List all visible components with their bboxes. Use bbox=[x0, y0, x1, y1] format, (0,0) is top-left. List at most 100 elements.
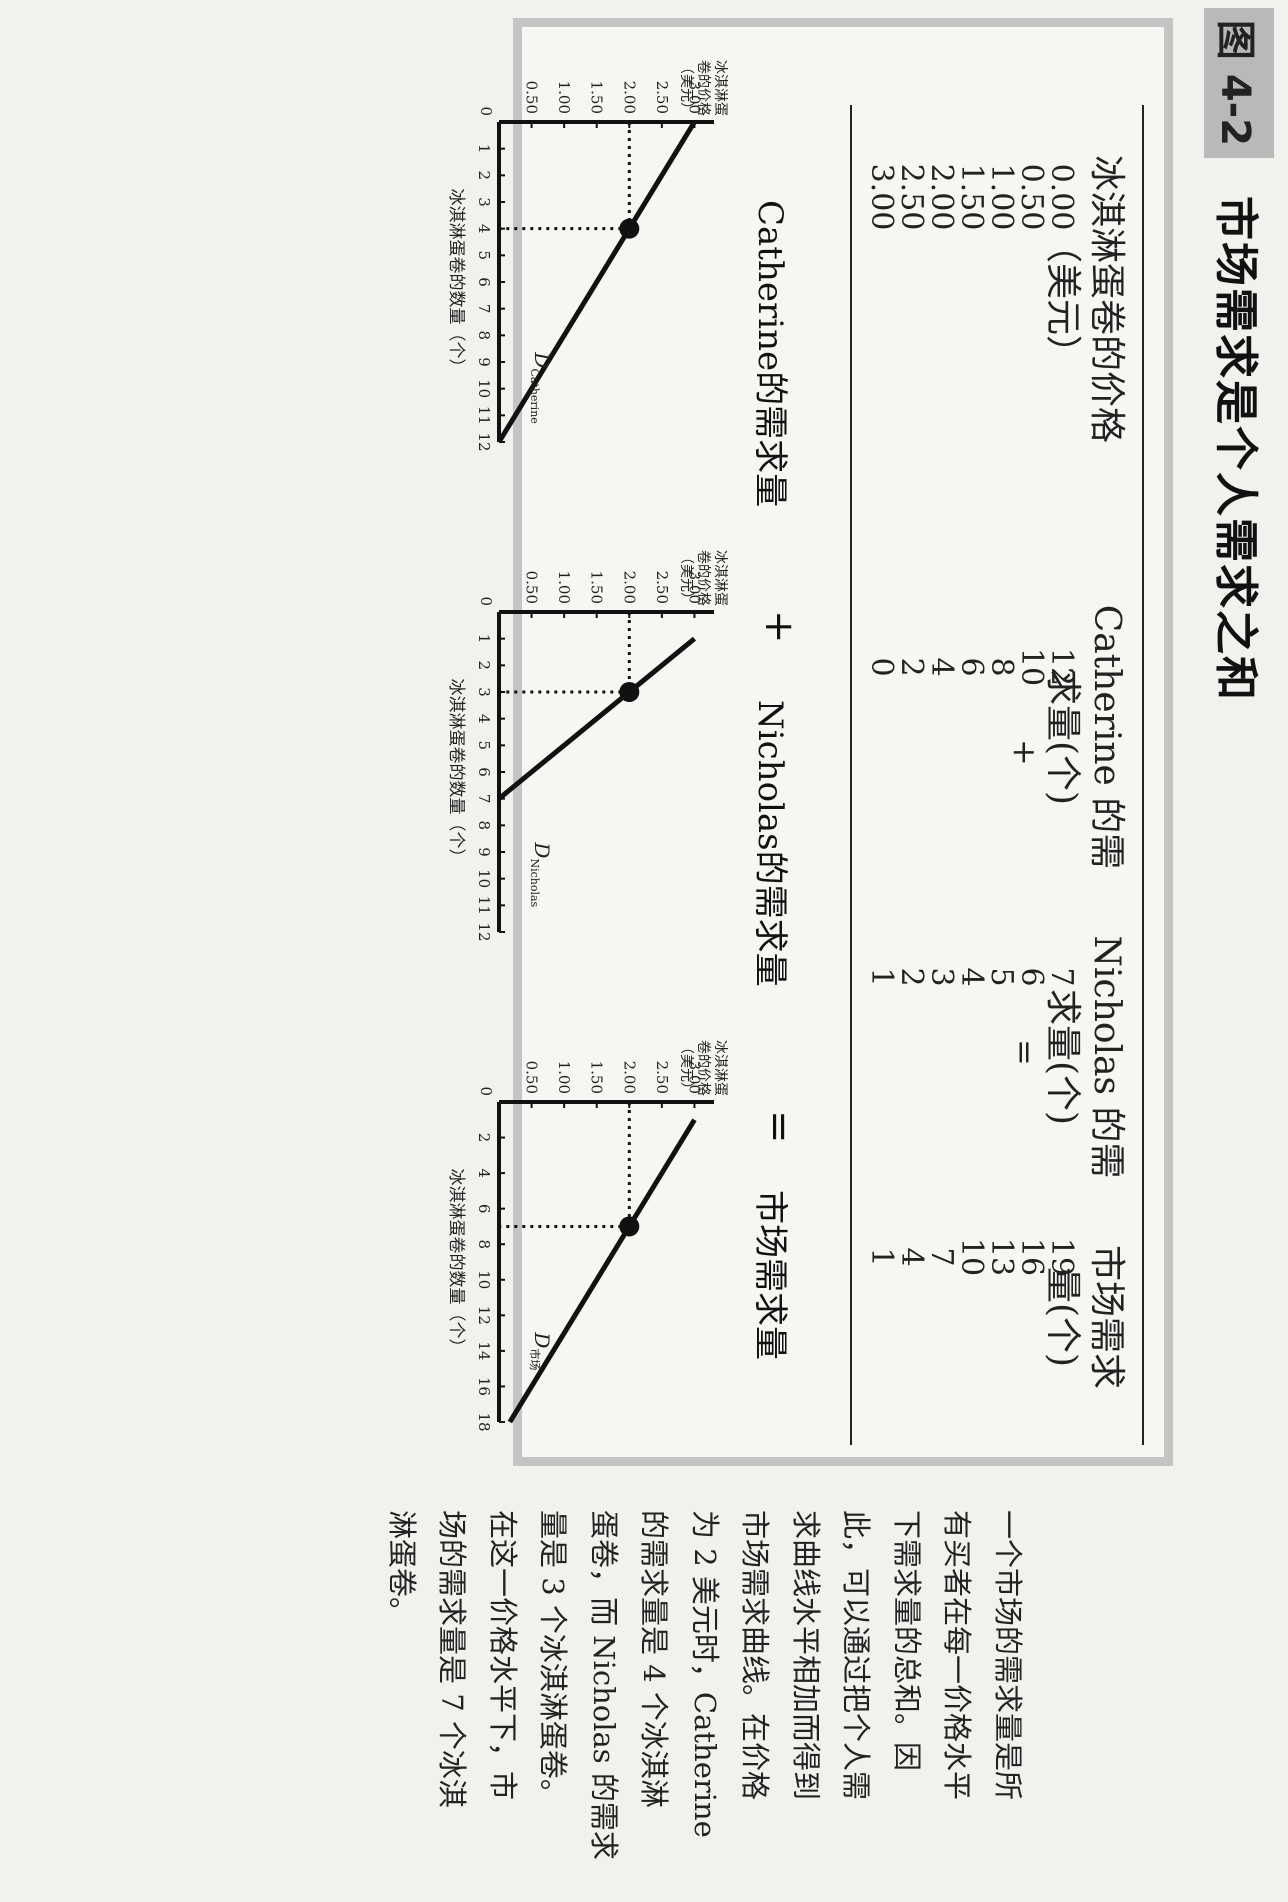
caption-market: 市场需求量 bbox=[750, 1190, 790, 1360]
table-cell-catherine-6: 0 bbox=[864, 657, 899, 677]
x-tick-label: 1 bbox=[475, 144, 493, 154]
table-cell-catherine-1: 10 bbox=[1014, 647, 1049, 687]
highlight-point bbox=[619, 1216, 640, 1237]
highlight-point bbox=[619, 218, 640, 239]
x-tick-label: 2 bbox=[475, 661, 493, 671]
x-tick-label: 6 bbox=[475, 277, 493, 287]
y-axis-label: （美元） bbox=[678, 1040, 694, 1096]
table-cell-market-1: 16 bbox=[1014, 1237, 1049, 1277]
x-tick-label: 10 bbox=[475, 869, 493, 888]
x-axis-label: 冰淇淋蛋卷的数量（个） bbox=[446, 189, 466, 376]
y-tick-label: 1.50 bbox=[588, 1061, 606, 1094]
y-axis-label: 卷的价格 bbox=[695, 1040, 711, 1096]
x-tick-label: 3 bbox=[475, 197, 493, 207]
table-cell-market-4: 7 bbox=[924, 1247, 959, 1267]
body-text-line: 一个市场的需求量是所 bbox=[991, 1510, 1025, 1801]
table-cell-market-2: 13 bbox=[984, 1237, 1019, 1277]
x-tick-label: 4 bbox=[475, 1168, 493, 1178]
y-tick-label: 0.50 bbox=[523, 1061, 541, 1094]
body-text-line: 下需求量的总和。因 bbox=[890, 1510, 924, 1772]
highlight-point bbox=[619, 682, 640, 702]
y-tick-label: 2.00 bbox=[620, 571, 638, 604]
x-tick-label: 8 bbox=[475, 821, 493, 831]
y-tick-label: 3.00 bbox=[685, 81, 703, 114]
x-tick-label: 6 bbox=[475, 1204, 493, 1214]
table-cell-price-5: 2.50 bbox=[894, 163, 929, 231]
table-cell-nicholas-0: 7 bbox=[1044, 967, 1079, 987]
y-axis-label: 冰淇淋蛋 bbox=[712, 1040, 728, 1096]
x-axis-label: 冰淇淋蛋卷的数量（个） bbox=[446, 679, 466, 866]
demand-line bbox=[496, 120, 697, 444]
body-text-line: 求曲线水平相加而得到 bbox=[789, 1510, 823, 1801]
caption-equals: = bbox=[756, 1110, 802, 1144]
y-tick-label: 2.00 bbox=[620, 1061, 638, 1094]
y-tick-label: 1.50 bbox=[588, 81, 606, 114]
caption-plus: + bbox=[756, 610, 802, 644]
table-cell-nicholas-5: 2 bbox=[894, 967, 929, 987]
y-tick-label: 1.00 bbox=[555, 571, 573, 604]
x-tick-label: 5 bbox=[475, 741, 493, 751]
x-tick-label: 8 bbox=[475, 331, 493, 341]
y-axis-label: 冰淇淋蛋 bbox=[712, 550, 728, 606]
table-equals-sign: = bbox=[1006, 1039, 1044, 1066]
x-tick-label: 8 bbox=[475, 1239, 493, 1249]
x-tick-label: 7 bbox=[475, 304, 493, 314]
table-cell-nicholas-4: 3 bbox=[924, 967, 959, 987]
y-tick-label: 2.00 bbox=[620, 81, 638, 114]
body-text-line: 此，可以通过把个人需 bbox=[839, 1510, 874, 1801]
table-cell-price-3: 1.50 bbox=[954, 163, 989, 231]
origin-label: 0 bbox=[477, 106, 495, 116]
table-bottom-rule bbox=[850, 105, 852, 1445]
table-cell-market-5: 4 bbox=[894, 1247, 929, 1267]
figure-label: 图 4-2 bbox=[1204, 8, 1274, 158]
curve-label: DNicholas bbox=[528, 841, 554, 907]
y-tick-label: 1.00 bbox=[555, 1061, 573, 1094]
table-cell-price-4: 2.00 bbox=[924, 163, 959, 231]
y-axis-label: 卷的价格 bbox=[695, 60, 711, 116]
origin-label: 0 bbox=[477, 596, 495, 606]
x-tick-label: 14 bbox=[475, 1341, 493, 1360]
table-cell-market-6: 1 bbox=[864, 1247, 899, 1267]
table-cell-market-0: 19 bbox=[1044, 1237, 1079, 1277]
caption-catherine: Catherine的需求量 bbox=[750, 200, 790, 508]
table-cell-catherine-5: 2 bbox=[894, 657, 929, 677]
y-axis-label: 卷的价格 bbox=[695, 550, 711, 606]
y-tick-label: 2.50 bbox=[653, 81, 671, 114]
x-tick-label: 4 bbox=[475, 714, 493, 724]
x-tick-label: 10 bbox=[475, 1270, 493, 1289]
table-cell-catherine-0: 12 bbox=[1044, 647, 1079, 687]
y-tick-label: 3.00 bbox=[685, 571, 703, 604]
table-cell-nicholas-3: 4 bbox=[954, 967, 989, 987]
body-text-line: 的需求量是 4 个冰淇淋 bbox=[637, 1510, 672, 1808]
figure-title: 市场需求是个人需求之和 bbox=[1210, 196, 1261, 702]
curve-label: D市场 bbox=[528, 1331, 554, 1370]
body-text-line: 为 2 美元时，Catherine bbox=[688, 1510, 722, 1838]
y-axis-label: 冰淇淋蛋 bbox=[712, 60, 728, 116]
x-tick-label: 2 bbox=[475, 1133, 493, 1143]
x-tick-label: 7 bbox=[475, 794, 493, 804]
table-cell-price-0: 0.00 bbox=[1044, 163, 1079, 231]
table-cell-market-3: 10 bbox=[954, 1237, 989, 1277]
table-cell-catherine-4: 4 bbox=[924, 657, 959, 677]
x-tick-label: 2 bbox=[475, 171, 493, 181]
body-text-line: 蛋卷，而 Nicholas 的需求 bbox=[587, 1510, 621, 1860]
table-plus-sign: + bbox=[1006, 739, 1044, 766]
origin-label: 0 bbox=[477, 1086, 495, 1096]
x-tick-label: 11 bbox=[475, 406, 493, 425]
chart-nicholas: 冰淇淋蛋卷的价格（美元）3.002.502.001.501.000.500123… bbox=[446, 550, 728, 942]
body-text-line: 在这一价格水平下，市 bbox=[486, 1510, 520, 1801]
x-tick-label: 10 bbox=[475, 379, 493, 398]
x-tick-label: 3 bbox=[475, 687, 493, 697]
x-tick-label: 12 bbox=[475, 922, 493, 941]
table-cell-nicholas-6: 1 bbox=[864, 967, 899, 987]
x-tick-label: 12 bbox=[475, 1306, 493, 1325]
body-text-line: 场的需求量是 7 个冰淇 bbox=[435, 1510, 470, 1808]
x-tick-label: 16 bbox=[475, 1377, 493, 1396]
y-tick-label: 2.50 bbox=[653, 571, 671, 604]
table-cell-nicholas-1: 6 bbox=[1014, 967, 1049, 987]
table-top-rule bbox=[1142, 105, 1144, 1445]
caption-nicholas: Nicholas的需求量 bbox=[750, 700, 790, 987]
body-text-line: 市场需求曲线。在价格 bbox=[738, 1510, 773, 1801]
y-tick-label: 0.50 bbox=[523, 571, 541, 604]
